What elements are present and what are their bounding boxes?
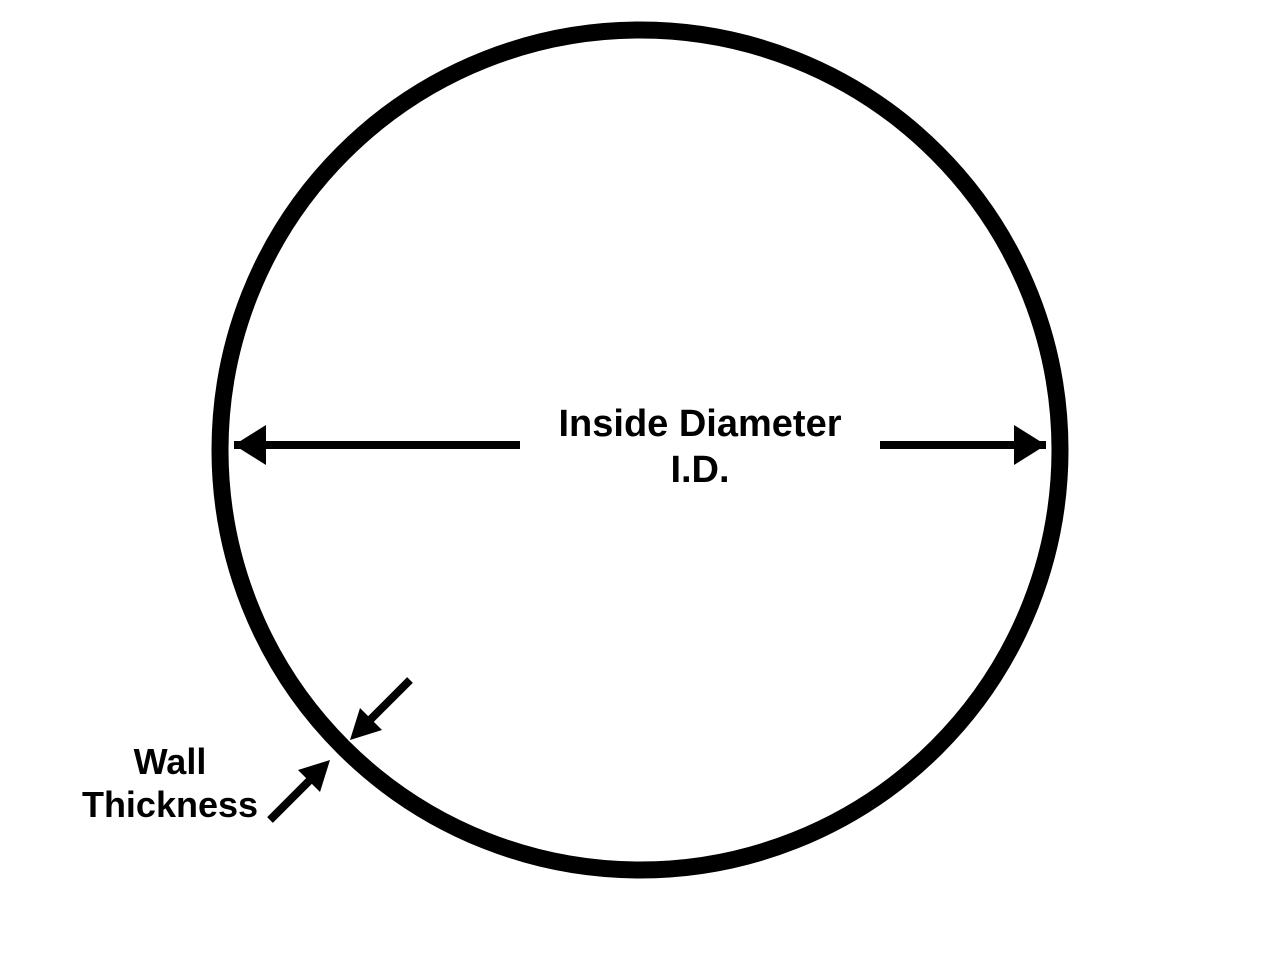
wall-thickness-label: Wall Thickness [60, 740, 280, 826]
id-arrow-left-head [234, 425, 266, 465]
inside-diameter-label: Inside Diameter I.D. [540, 402, 860, 493]
wall-label-line2: Thickness [60, 783, 280, 826]
wall-label-line1: Wall [60, 740, 280, 783]
id-label-line2: I.D. [540, 448, 860, 494]
id-arrow-right-head [1014, 425, 1046, 465]
id-label-line1: Inside Diameter [540, 402, 860, 448]
tube-diagram: Inside Diameter I.D. Wall Thickness [0, 0, 1279, 960]
